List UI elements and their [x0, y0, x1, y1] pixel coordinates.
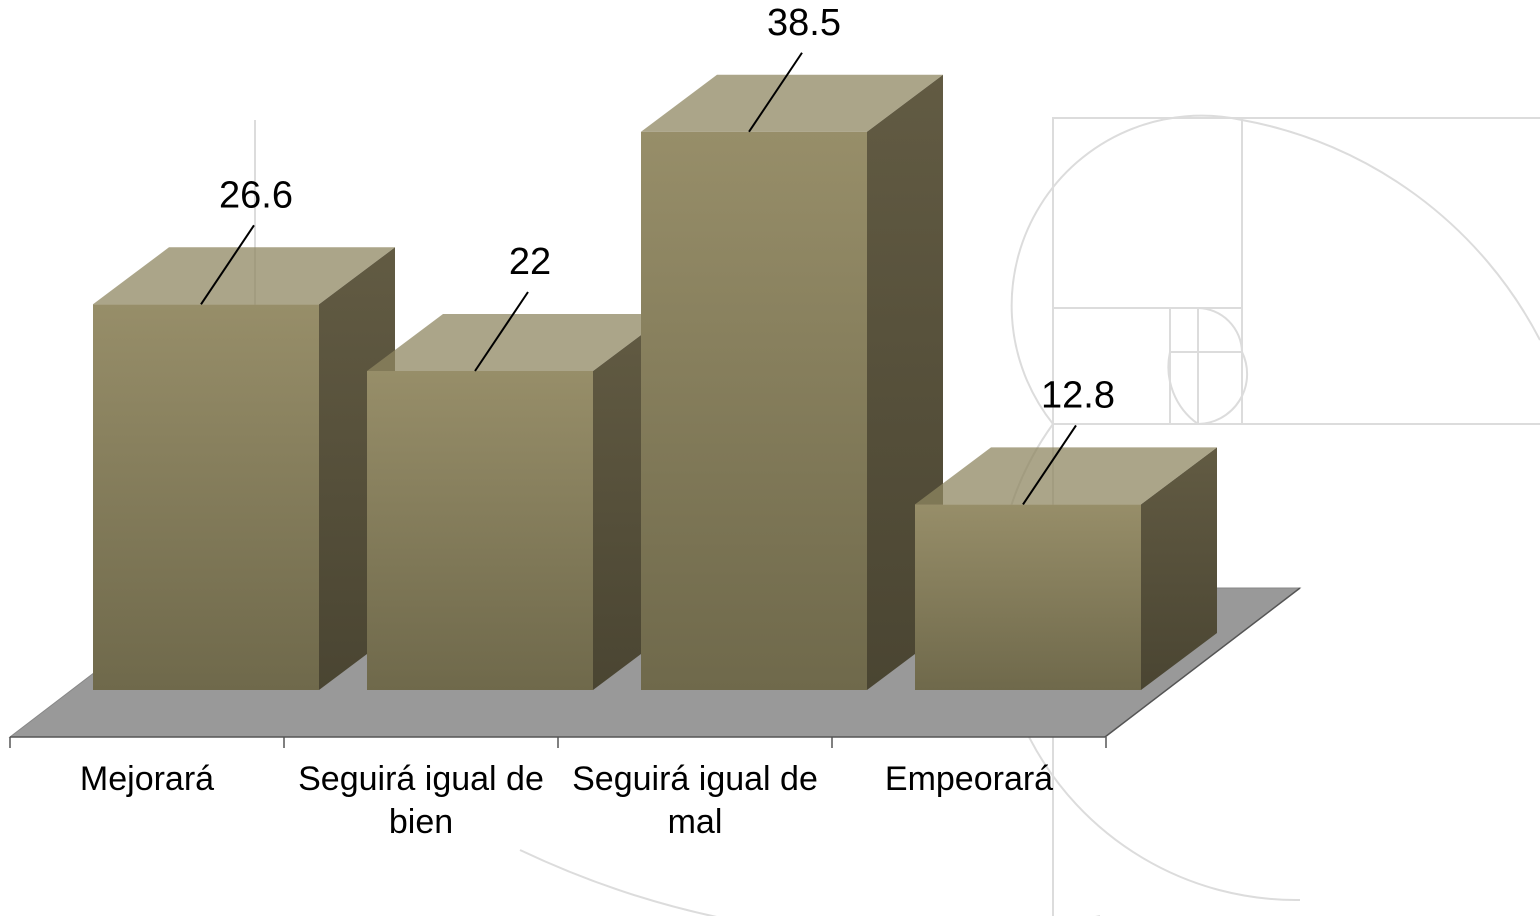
bar-front — [367, 371, 593, 690]
bar-front — [93, 304, 319, 690]
bar — [915, 447, 1217, 690]
value-label: 12.8 — [1041, 374, 1115, 416]
bar-top — [367, 314, 669, 371]
leader-line — [1022, 424, 1077, 505]
bar — [93, 247, 395, 691]
bar — [641, 74, 943, 690]
x-tick-label: Seguirá igual de bien — [298, 760, 544, 841]
value-label: 22 — [509, 241, 551, 283]
bar-side — [1141, 447, 1217, 690]
x-tick-label: Mejorará — [79, 760, 215, 798]
bar — [367, 314, 669, 690]
leader-line — [748, 52, 803, 133]
bar-front — [641, 131, 867, 690]
bar-top — [93, 247, 395, 305]
x-tick-label: Seguirá igual de mal — [572, 760, 818, 841]
bar-top — [641, 74, 943, 132]
floor-edge — [1104, 587, 1301, 738]
bar-top — [915, 447, 1217, 505]
leader-line — [200, 224, 255, 305]
x-tick-label: Empeorará — [884, 760, 1054, 798]
value-label: 26.6 — [219, 174, 293, 216]
value-label: 38.5 — [767, 2, 841, 44]
leader-line — [474, 291, 529, 372]
bar-front — [915, 504, 1141, 690]
